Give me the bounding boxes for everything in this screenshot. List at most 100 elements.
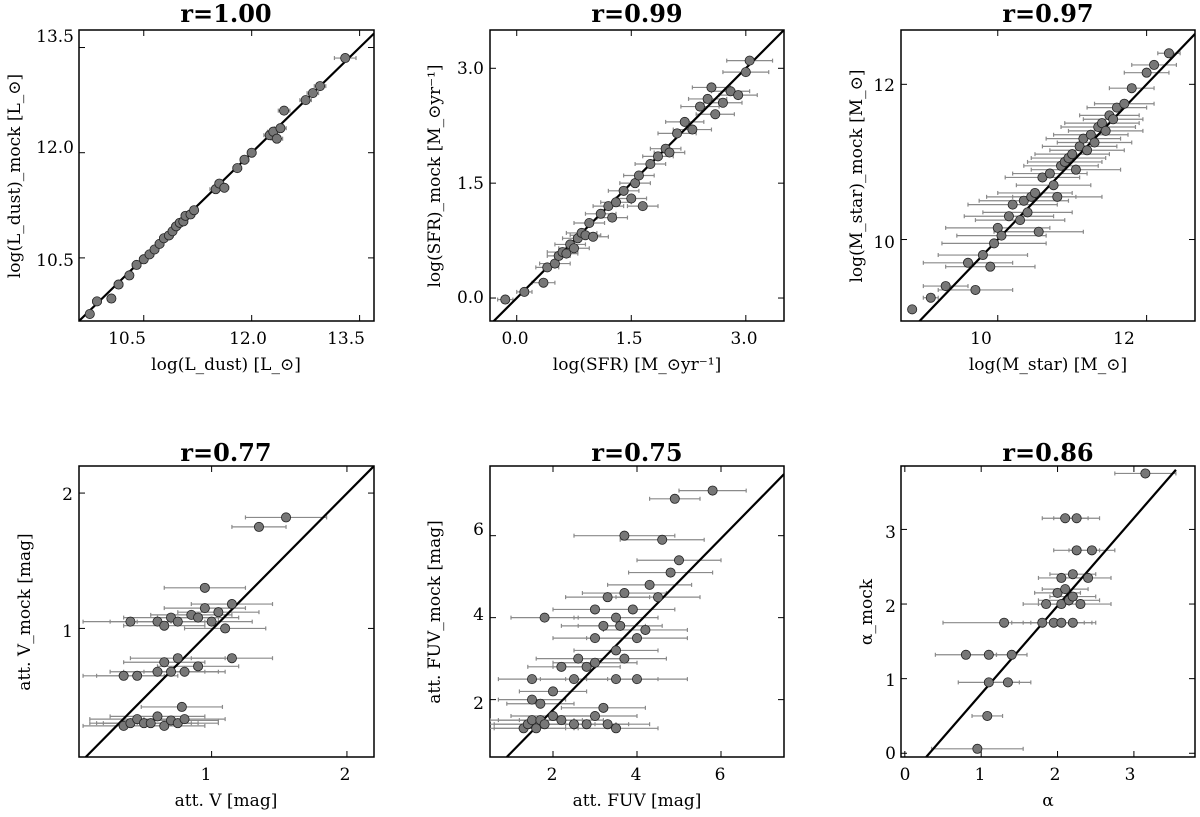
panel-1-data-point — [307, 88, 318, 99]
panel-3-plot-area — [907, 33, 1195, 321]
panel-6-ytick-3: 3 — [885, 523, 896, 543]
panel-3-data-point — [970, 284, 981, 295]
panel-5-data-point — [590, 711, 601, 722]
panel-3-data-point — [1052, 191, 1063, 202]
panel-2-data-point — [561, 248, 572, 259]
panel-5-data-point — [527, 694, 538, 705]
panel-5-data-point — [590, 657, 601, 668]
panel-2-ytick-1: 1.5 — [457, 174, 484, 194]
panel-5-data-point — [590, 604, 601, 615]
panel-2-data-point — [702, 93, 713, 104]
panel-6-title: r=0.86 — [1002, 438, 1093, 467]
panel-5-ytick-1: 4 — [473, 605, 484, 625]
panel-3-data-point — [1048, 180, 1059, 191]
panel-5-data-point — [590, 633, 601, 644]
panel-5: r=0.75 att. FUV [mag] att. FUV_mock [mag… — [425, 438, 785, 811]
panel-1-data-point — [106, 293, 117, 304]
panel-4-xtick-0: 1 — [201, 765, 212, 785]
panel-5-data-point — [669, 493, 680, 504]
panel-6-xtick-1: 1 — [975, 765, 986, 785]
panel-3-data-point — [1126, 83, 1137, 94]
panel-3-data-point — [1108, 114, 1119, 125]
panel-4-data-point — [193, 661, 204, 672]
panel-5-data-point — [657, 534, 668, 545]
panel-4-data-point — [132, 670, 143, 681]
panel-4-data-point — [172, 616, 183, 627]
panel-2-data-point — [672, 128, 683, 139]
panel-5-title: r=0.75 — [591, 438, 682, 467]
panel-2-data-point — [710, 109, 721, 120]
panel-6-ticks: 0 1 2 3 0 1 2 3 — [885, 523, 1135, 785]
panel-3-data-point — [1141, 67, 1152, 78]
panel-4-data-point — [199, 603, 210, 614]
panel-3-data-point — [1149, 59, 1160, 70]
panel-6-data-point — [1041, 599, 1052, 610]
panel-2-data-point — [744, 55, 755, 66]
panel-5-data-point — [535, 698, 546, 709]
panel-5-data-point — [619, 653, 630, 664]
panel-6-data-point — [1002, 677, 1013, 688]
panel-2-data-point — [706, 82, 717, 93]
panel-1-xlabel: log(L_dust) [L_⊙] — [151, 355, 301, 375]
panel-2-ylabel: log(SFR)_mock [M_⊙yr⁻¹] — [425, 64, 445, 287]
panel-4-data-point — [176, 701, 187, 712]
panel-4-data-point — [159, 657, 170, 668]
panel-5-data-point — [527, 674, 538, 685]
panel-4-data-point — [152, 666, 163, 677]
panel-4-ticks: 1 2 1 2 — [62, 485, 350, 785]
panel-3-reference-line — [918, 33, 1195, 321]
panel-4-ylabel: att. V_mock [mag] — [15, 533, 35, 690]
panel-5-ticks: 2 4 6 2 4 6 — [473, 520, 725, 785]
panel-6-data-point — [983, 649, 994, 660]
panel-5-xlabel: att. FUV [mag] — [573, 791, 702, 811]
panel-6-xtick-2: 2 — [1050, 765, 1061, 785]
panel-4-data-point — [226, 599, 237, 610]
panel-5-data-point — [548, 711, 559, 722]
panel-1-reference-line — [79, 32, 374, 321]
panel-1-data-point — [219, 182, 230, 193]
panel-5-data-point — [632, 674, 643, 685]
panel-4-reference-line — [84, 466, 374, 757]
panel-2-data-point — [519, 286, 530, 297]
panel-2-data-point — [633, 170, 644, 181]
panel-5-xtick-0: 2 — [547, 765, 558, 785]
panel-4-data-point — [206, 616, 217, 627]
panel-6-data-point — [1086, 545, 1097, 556]
panel-1-xtick-2: 13.5 — [327, 329, 365, 349]
panel-5-ylabel: att. FUV_mock [mag] — [425, 520, 445, 704]
panel-3-ylabel: log(M_star)_mock [M_⊙] — [847, 69, 867, 282]
panel-1-data-point — [279, 105, 290, 116]
panel-2-data-point — [740, 67, 751, 78]
panel-4-data-point — [199, 582, 210, 593]
panel-1-ticks: 10.5 12.0 13.5 10.5 12.0 13.5 — [36, 27, 365, 349]
panel-2-data-point — [717, 97, 728, 108]
panel-3-data-point — [925, 292, 936, 303]
panel-1-title: r=1.00 — [180, 0, 271, 28]
panel-2-ytick-0: 0.0 — [457, 288, 484, 308]
panel-6-data-point — [1067, 569, 1078, 580]
panel-3-data-point — [1022, 207, 1033, 218]
panel-6-data-point — [1067, 591, 1078, 602]
panel-4-data-point — [159, 620, 170, 631]
panel-3-title: r=0.97 — [1002, 0, 1093, 28]
panel-4-ytick-0: 1 — [62, 622, 73, 642]
panel-2-data-point — [679, 116, 690, 127]
panel-5-data-point — [611, 723, 622, 734]
panel-5-data-point — [548, 686, 559, 697]
panel-5-data-point — [644, 579, 655, 590]
panel-1-data-point — [239, 154, 250, 165]
panel-3-data-point — [1029, 187, 1040, 198]
panel-2-ytick-2: 3.0 — [457, 59, 484, 79]
panel-2-data-point — [607, 212, 618, 223]
panel-5-data-point — [527, 715, 538, 726]
panel-2-ticks: 0.0 1.5 3.0 0.0 1.5 3.0 — [457, 59, 758, 349]
panel-5-data-point — [531, 723, 542, 734]
panel-2-data-point — [645, 159, 656, 170]
panel-5-data-point — [556, 661, 567, 672]
panel-1-data-point — [315, 81, 326, 92]
panel-6-plot-area — [925, 468, 1177, 757]
panel-3-data-point — [962, 257, 973, 268]
panel-5-xtick-2: 6 — [715, 765, 726, 785]
panel-2-data-point — [618, 185, 629, 196]
